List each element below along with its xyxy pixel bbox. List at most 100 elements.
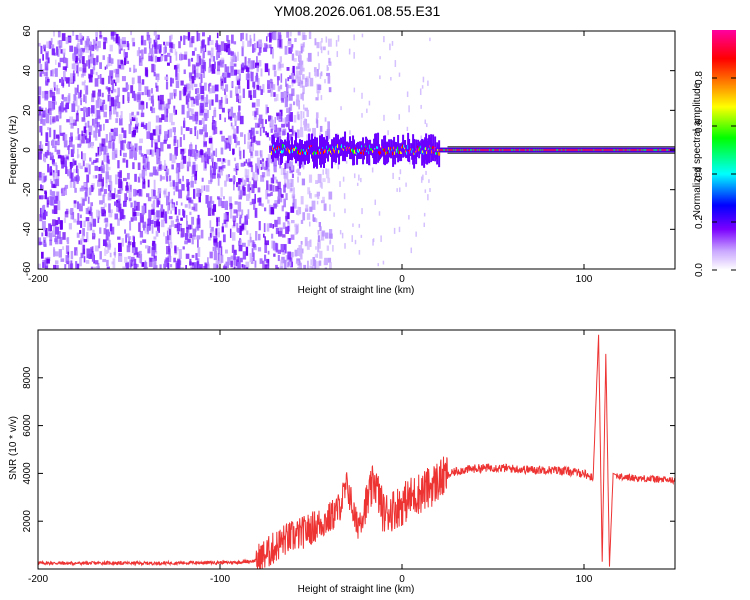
spectrogram-cell bbox=[343, 193, 346, 200]
spectrogram-cell bbox=[200, 95, 204, 99]
spectrogram-cell bbox=[235, 140, 240, 146]
spectrogram-band-core bbox=[645, 149, 648, 151]
spectrogram-cell bbox=[159, 208, 164, 212]
spectrogram-band-core bbox=[296, 150, 299, 154]
spectrogram-cell bbox=[250, 165, 254, 173]
spectrogram-cell bbox=[121, 76, 126, 82]
spectrogram-cell bbox=[124, 256, 128, 263]
spectrogram-cell bbox=[369, 158, 371, 166]
spectrogram-cell bbox=[322, 46, 326, 51]
spectrogram-cell bbox=[128, 189, 132, 198]
spectrogram-cell bbox=[233, 69, 238, 76]
spectrogram-cell bbox=[222, 196, 225, 200]
snr-series-line bbox=[38, 334, 675, 569]
spectrogram-cell bbox=[119, 115, 122, 120]
spectrogram-cell bbox=[95, 117, 98, 125]
spectrogram-cell bbox=[377, 263, 379, 267]
spectrogram-cell bbox=[42, 209, 46, 220]
spectrogram-cell bbox=[387, 130, 389, 136]
spectrogram-cell bbox=[81, 235, 85, 241]
spectrogram-cell bbox=[268, 204, 271, 215]
spectrogram-cell bbox=[241, 264, 244, 268]
spectrogram-cell bbox=[170, 42, 174, 49]
spectrogram-cell bbox=[233, 168, 236, 172]
spectrogram-cell bbox=[206, 94, 209, 105]
spectrogram-band-core bbox=[489, 149, 492, 151]
spectrogram-cell bbox=[270, 79, 273, 84]
spectrogram-cell bbox=[310, 259, 312, 266]
spectrogram-cell bbox=[133, 258, 137, 265]
spectrogram-cell bbox=[328, 57, 331, 63]
spectrogram-cell bbox=[164, 163, 167, 170]
spectrogram-cell bbox=[209, 232, 212, 238]
spectrogram-cell bbox=[294, 249, 298, 257]
spectrogram-cell bbox=[46, 52, 49, 60]
spectrogram-cell bbox=[273, 203, 277, 209]
spectrogram-band-core bbox=[520, 149, 523, 151]
spectrogram-band-core bbox=[609, 149, 612, 151]
spectrogram-cell bbox=[230, 122, 233, 127]
spectrogram-cell bbox=[106, 64, 108, 69]
spectrogram-cell bbox=[53, 184, 57, 189]
spectrogram-band-core bbox=[391, 148, 394, 151]
spectrogram-band-core bbox=[595, 149, 598, 151]
spectrogram-cell bbox=[282, 234, 286, 238]
spectrogram-cell bbox=[105, 174, 108, 184]
spectrogram-cell bbox=[290, 165, 294, 170]
spectrogram-cell bbox=[74, 187, 77, 193]
spectrogram-cell bbox=[218, 240, 222, 248]
spectrogram-cell bbox=[221, 135, 225, 142]
spectrogram-cell bbox=[181, 54, 184, 61]
spectrogram-cell bbox=[270, 82, 274, 90]
spectrogram-cell bbox=[419, 88, 422, 96]
spectrogram-band-core bbox=[618, 149, 621, 151]
spectrogram-cell bbox=[140, 123, 145, 128]
spectrogram-cell bbox=[200, 85, 205, 95]
spectrogram-cell bbox=[94, 137, 98, 141]
spectrogram-cell bbox=[53, 249, 56, 256]
spectrogram-cell bbox=[131, 116, 136, 122]
spectrogram-cell bbox=[209, 220, 212, 229]
spectrogram-cell bbox=[320, 95, 323, 101]
spectrogram-cell bbox=[320, 200, 325, 204]
spectrogram-cell bbox=[213, 56, 216, 62]
spectrogram-band-core bbox=[622, 149, 625, 151]
spectrogram-cell bbox=[304, 208, 309, 212]
spectrogram-cell bbox=[126, 245, 131, 253]
spectrogram-band-core bbox=[427, 149, 430, 151]
spectrogram-cell bbox=[99, 62, 102, 69]
spectrogram-cell bbox=[94, 165, 98, 171]
spectrogram-cell bbox=[52, 219, 56, 227]
spectrogram-band-core bbox=[373, 150, 376, 152]
spectrogram-band-core bbox=[571, 149, 574, 151]
spectrogram-cell bbox=[296, 247, 300, 256]
spectrogram-band-core bbox=[570, 149, 573, 151]
spectrogram-cell bbox=[76, 263, 80, 269]
spectrogram-band-core bbox=[615, 149, 618, 151]
spectrogram-cell bbox=[55, 226, 60, 235]
spectrogram-cell bbox=[277, 181, 281, 190]
spectrogram-cell bbox=[126, 142, 130, 150]
spectrogram-cell bbox=[203, 82, 207, 91]
spectrogram-cell bbox=[283, 244, 287, 254]
spectrogram-cell bbox=[39, 207, 42, 218]
spectrogram-band-core bbox=[639, 149, 642, 151]
spectrogram-cell bbox=[167, 98, 171, 105]
spectrogram-band-core bbox=[397, 146, 400, 151]
spectrogram-cell bbox=[233, 209, 238, 214]
spectrogram-cell bbox=[183, 69, 186, 75]
spectrogram-cell bbox=[176, 63, 181, 73]
spectrogram-band-core bbox=[312, 152, 315, 155]
spectrogram-cell bbox=[344, 208, 346, 214]
spectrogram-band-core bbox=[478, 149, 481, 151]
spectrogram-cell bbox=[130, 118, 132, 126]
spectrogram-cell bbox=[95, 37, 98, 41]
spectrogram-cell bbox=[49, 127, 52, 138]
spectrogram-cell bbox=[160, 209, 165, 218]
spectrogram-cell bbox=[275, 179, 278, 184]
spectrogram-cell bbox=[210, 39, 214, 45]
spectrogram-cell bbox=[80, 220, 83, 228]
spectrogram-cell bbox=[200, 103, 204, 114]
spectrogram-cell bbox=[82, 198, 85, 206]
spectrogram-cell bbox=[114, 247, 116, 258]
